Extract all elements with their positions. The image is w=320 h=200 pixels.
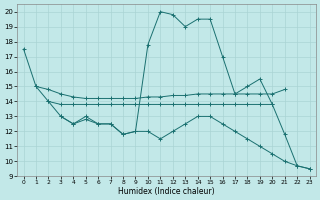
X-axis label: Humidex (Indice chaleur): Humidex (Indice chaleur) (118, 187, 215, 196)
